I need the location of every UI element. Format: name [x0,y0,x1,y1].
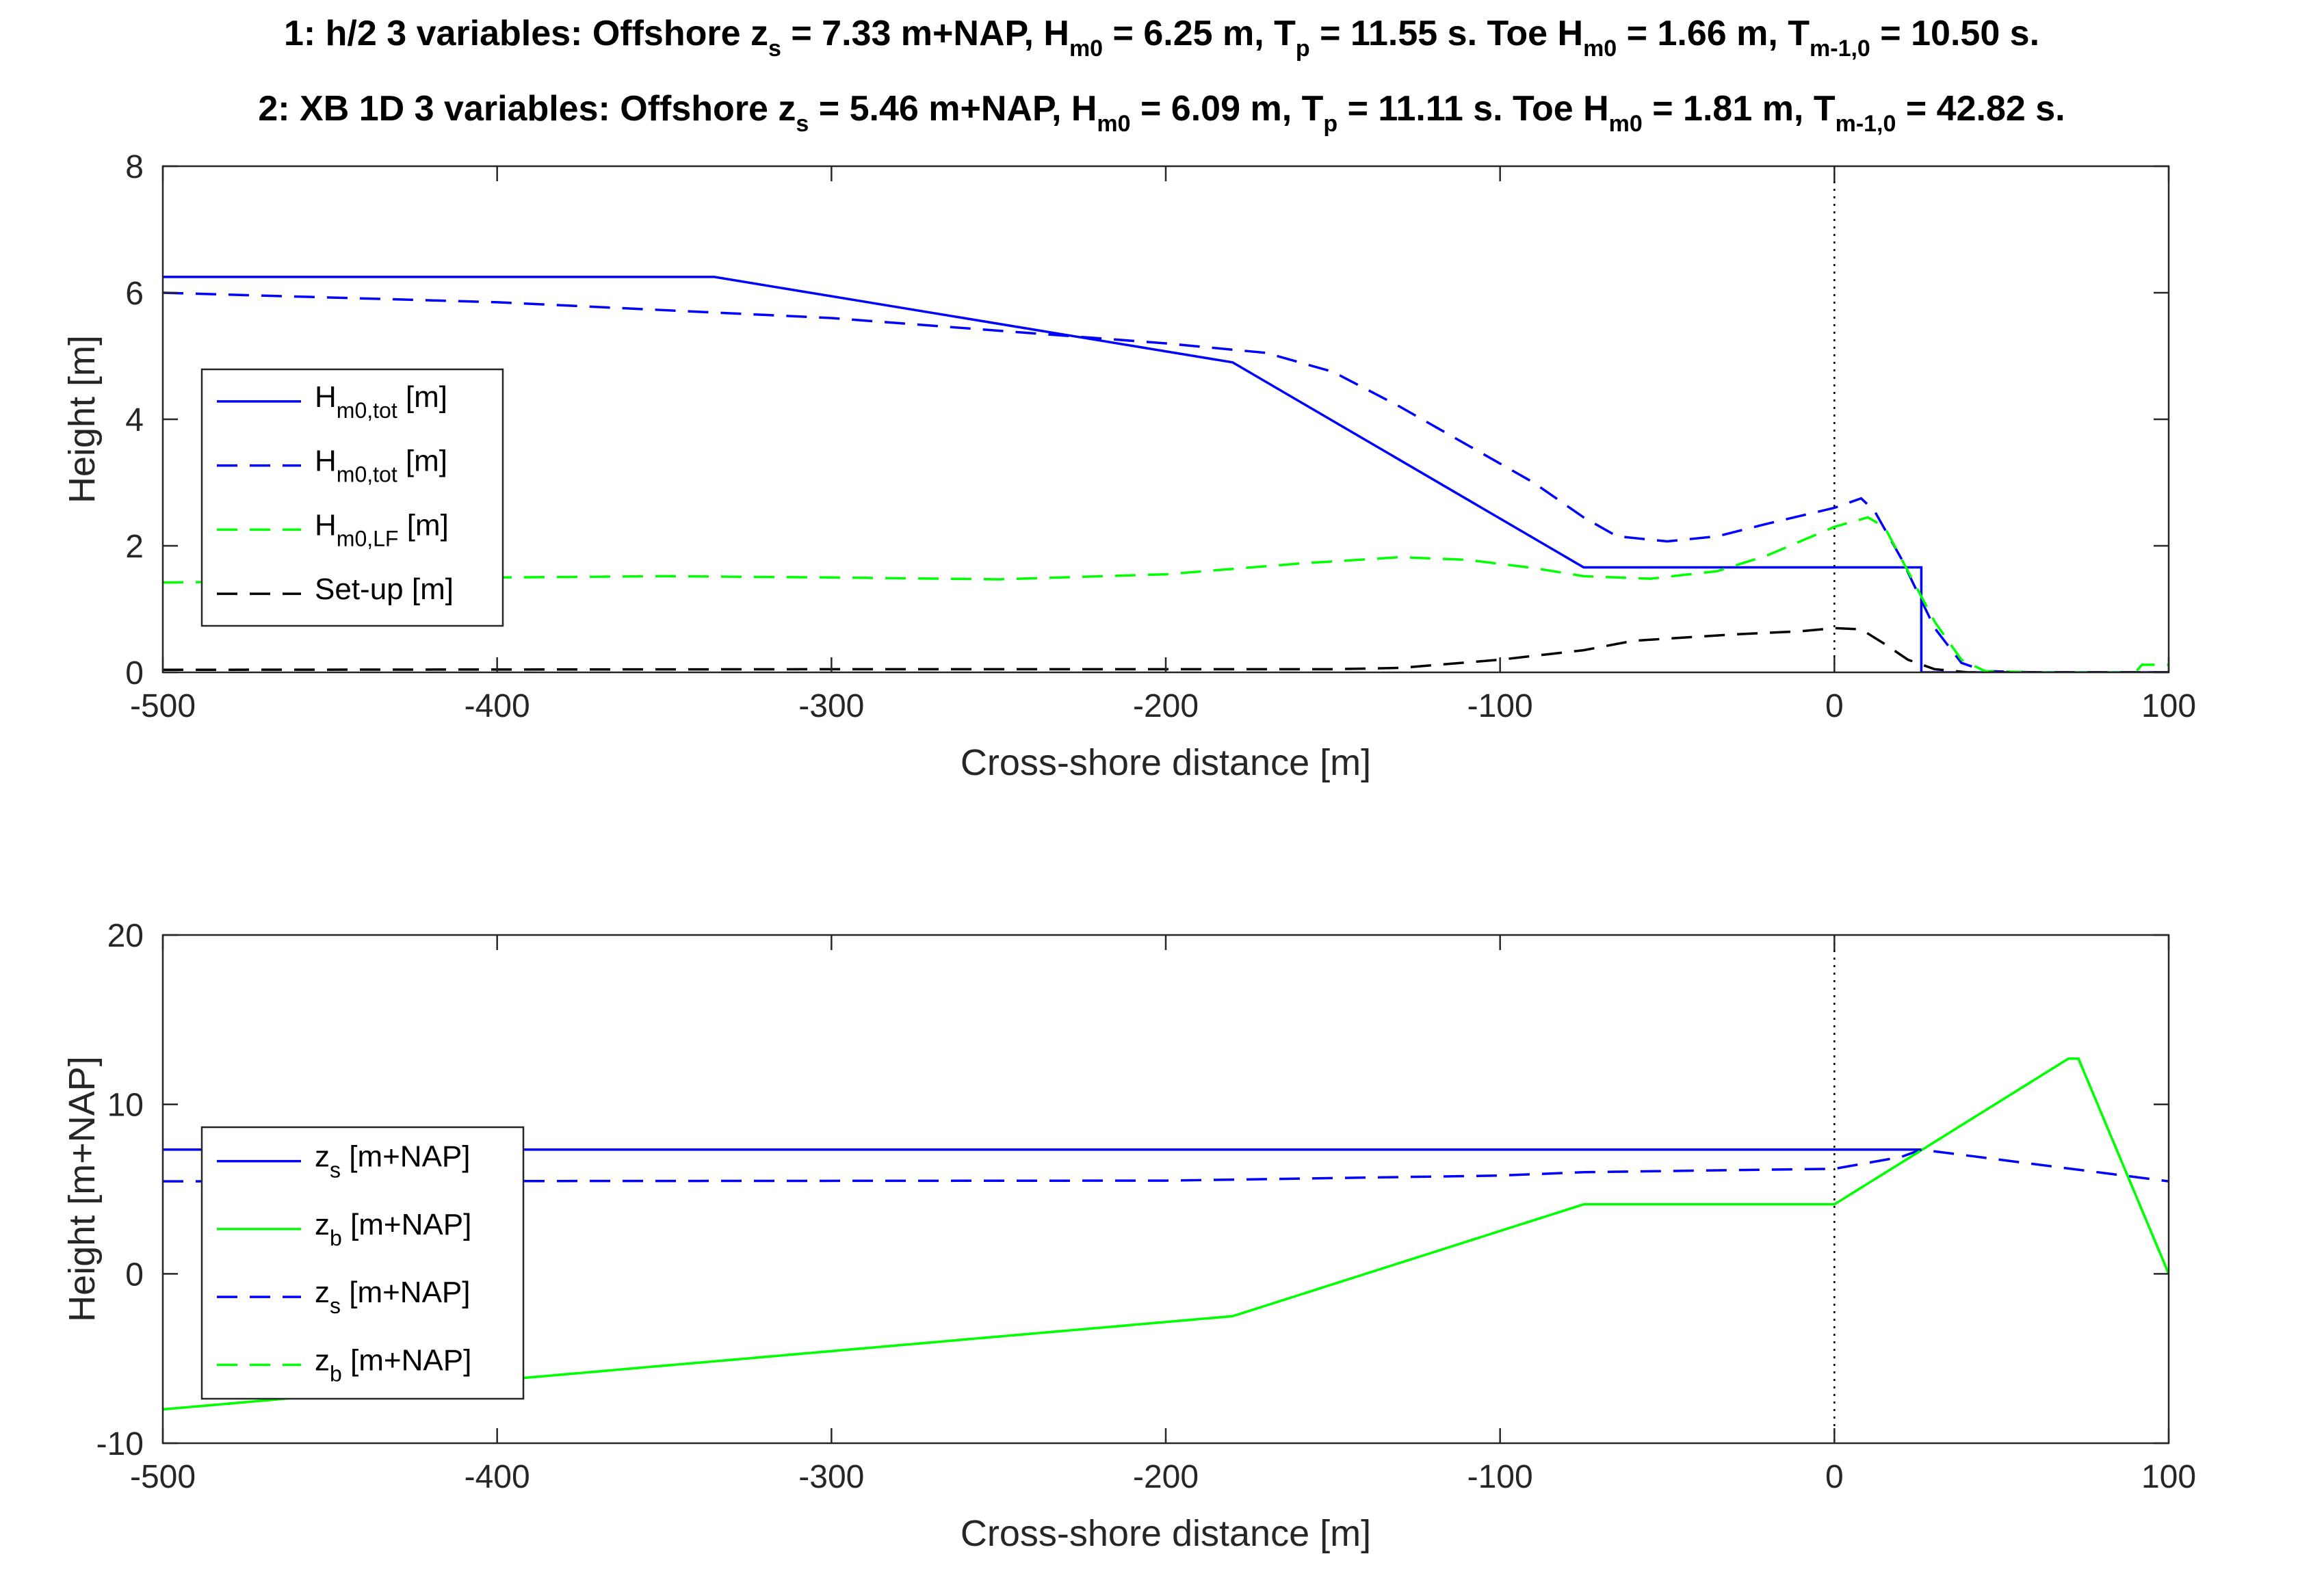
y-tick-label: 2 [125,529,144,565]
x-tick-label: -400 [465,688,530,724]
x-tick-label: -300 [798,1459,864,1495]
legend-label-4: zb [m+NAP] [315,1343,471,1386]
y-tick-label: 10 [107,1088,144,1124]
x-tick-label: -100 [1467,1459,1533,1495]
legend-label-3: zs [m+NAP] [315,1276,471,1318]
y-tick-label: -10 [96,1426,144,1462]
legend-label-2: Hm0,tot [m] [315,445,447,487]
y-tick-label: 4 [125,402,144,438]
bed-level-plot: -500 -400 -300 -200 -100 0 100-1001020Cross-sh… [62,918,2196,1554]
x-axis-label: Cross-shore distance [m] [961,742,1371,783]
y-tick-label: 20 [107,918,144,954]
y-tick-label: 6 [125,276,144,312]
y-axis-label: Height [m] [62,335,103,503]
wave-height-plot: -500 -400 -300 -200 -100 0 100 0 2 4 6 8 Cross-shore… [62,149,2196,783]
series-line-2 [163,291,2169,672]
x-tick-label: -100 [1467,688,1533,724]
title-line-1: 1: h/2 3 variables: Offshore zs = 7.33 m… [284,14,2039,62]
y-tick-label: 0 [125,655,144,692]
y-tick-label: 8 [125,149,144,185]
y-tick-label: 0 [125,1256,144,1293]
series-line-3 [163,516,2169,672]
series-line-3 [163,1148,2169,1183]
x-tick-label: -200 [1133,688,1199,724]
x-tick-label: 0 [1825,688,1844,724]
x-tick-label: 0 [1825,1459,1844,1495]
legend: Hm0,tot [m] Hm0,tot [m] Hm0,LF [m] Set-up [… [200,368,504,627]
legend-label-1: Hm0,tot [m] [315,380,447,423]
x-tick-label: 100 [2141,688,2196,724]
legend-label-4: Set-up [m] [315,572,454,606]
x-axis-label: Cross-shore distance [m] [961,1513,1371,1554]
x-tick-label: -200 [1133,1459,1199,1495]
legend-label-2: zb [m+NAP] [315,1208,471,1250]
x-tick-label: -500 [130,1459,196,1495]
title-line-2: 2: XB 1D 3 variables: Offshore zs = 5.46… [258,89,2065,137]
series-line-1 [163,276,2169,672]
legend-box [200,1126,525,1400]
legend-box [200,368,504,627]
legend-label-1: zs [m+NAP] [315,1140,471,1183]
legend-label-3: Hm0,LF [m] [315,508,449,551]
x-tick-label: 100 [2141,1459,2196,1495]
y-axis-label: Height [m+NAP] [62,1056,103,1322]
series-line-4 [163,1057,2169,1411]
x-tick-label: -300 [798,688,864,724]
x-tick-label: -500 [130,688,196,724]
x-tick-label: -400 [465,1459,530,1495]
legend: zs [m+NAP] zb [m+NAP] zs [m+NAP] zb [m+NAP] [200,1126,525,1400]
